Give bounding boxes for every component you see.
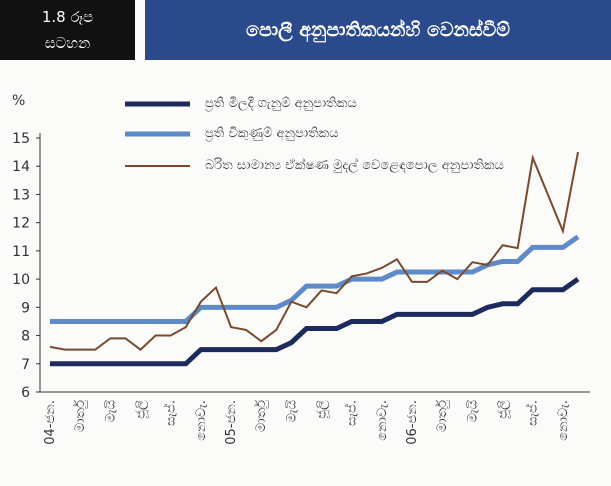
x-tick-label: නොවැ. xyxy=(556,400,571,441)
x-tick-label: 06-ජන. xyxy=(405,400,420,445)
series-line xyxy=(49,151,579,351)
y-axis-label: % xyxy=(12,93,25,109)
x-tick-label: සැප්. xyxy=(163,400,179,426)
x-tick-label: 04-ජන. xyxy=(43,400,58,445)
y-tick-label: 8 xyxy=(21,329,30,345)
x-tick-label: මාර්තු xyxy=(253,400,269,432)
y-tick-label: 7 xyxy=(21,357,30,373)
legend-label: ප්‍රති විකුණුම් අනුපාතිකය xyxy=(205,126,339,141)
figure-number: 1.8 රූප xyxy=(41,8,94,26)
y-tick-label: 6 xyxy=(21,385,30,401)
x-tick-label: නොවැ. xyxy=(375,400,390,441)
x-tick-label: ජූලි xyxy=(496,400,511,419)
x-tick-label: ජූලි xyxy=(315,400,330,419)
y-tick-label: 11 xyxy=(12,244,30,260)
chart-title: පොලී අනුපාතිකයන්හි වෙනස්වීම් xyxy=(246,19,510,41)
x-tick-label: මැයි xyxy=(284,400,299,423)
x-tick-label: සැප්. xyxy=(525,400,541,426)
x-tick-label: ජූලි xyxy=(134,400,149,419)
x-tick-label: මාර්තු xyxy=(434,400,450,432)
figure-box: 1.8 රූප සටහන xyxy=(0,0,135,60)
series-line xyxy=(50,234,580,324)
x-tick-label: සැප්. xyxy=(344,400,360,426)
legend-label: බරිත සාමාන්‍ය ඒක්ෂණ මුදල් වෙළෙඳපොල අනුපා… xyxy=(205,158,504,173)
y-tick-label: 12 xyxy=(12,216,30,232)
x-tick-label: නොවැ. xyxy=(194,400,209,441)
x-tick-label: මැයි xyxy=(103,400,118,423)
y-tick-label: 15 xyxy=(12,131,30,147)
y-tick-label: 13 xyxy=(12,187,30,203)
x-tick-label: මාර්තු xyxy=(72,400,88,432)
x-tick-label: මැයි xyxy=(465,400,480,423)
figure-sub: සටහන xyxy=(44,34,91,52)
series-line xyxy=(50,277,580,367)
y-tick-label: 9 xyxy=(21,300,30,316)
title-banner: පොලී අනුපාතිකයන්හි වෙනස්වීම් xyxy=(145,0,611,60)
x-tick-label: 05-ජන. xyxy=(224,400,239,445)
legend-label: ප්‍රති මිලදී ගැනුම් අනුපාතිකය xyxy=(205,96,357,111)
y-tick-label: 10 xyxy=(12,272,30,288)
y-tick-label: 14 xyxy=(12,159,30,175)
